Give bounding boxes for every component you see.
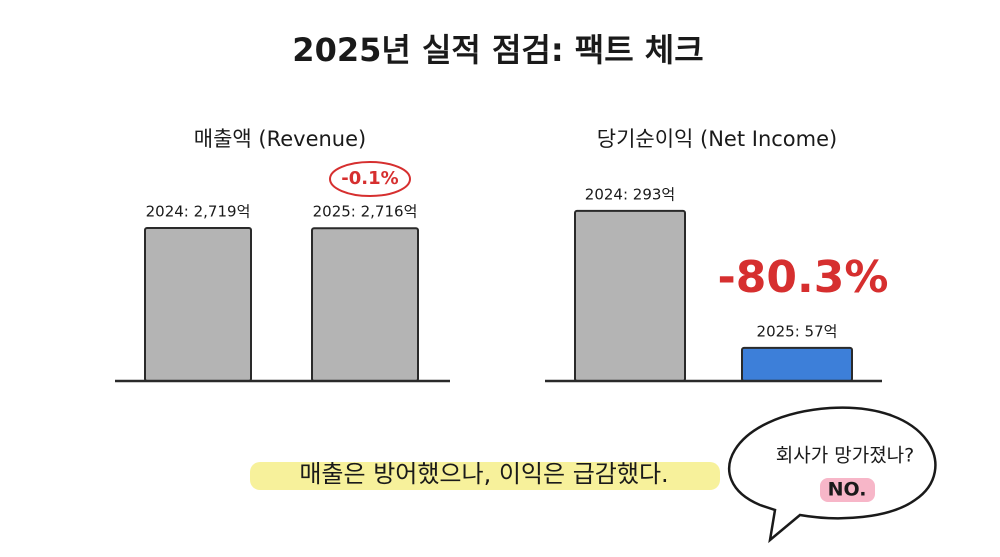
value-label: 2024: 2,719억 <box>146 203 251 221</box>
chart-title: 당기순이익 (Net Income) <box>597 127 837 151</box>
value-label: 2025: 57억 <box>757 322 838 340</box>
bubble-answer: NO. <box>828 479 867 501</box>
annotation-circle <box>329 161 411 197</box>
answer-highlight <box>820 478 875 502</box>
value-label: 2025: 2,716억 <box>313 203 418 221</box>
main-title: 2025년 실적 점검: 팩트 체크 <box>292 31 703 69</box>
bar <box>741 346 853 383</box>
chart-title: 매출액 (Revenue) <box>194 127 366 151</box>
value-label: 2024: 293억 <box>585 185 675 203</box>
speech-bubble <box>728 406 937 544</box>
caption-highlight <box>250 462 720 490</box>
bubble-question: 회사가 망가졌나? <box>776 445 915 467</box>
caption: 매출은 방어했으나, 이익은 급감했다. <box>299 460 668 488</box>
annotation: -0.1% <box>341 168 398 189</box>
annotation: -80.3% <box>718 252 889 303</box>
bar <box>311 227 419 382</box>
bar <box>574 209 686 382</box>
bar <box>144 227 252 382</box>
